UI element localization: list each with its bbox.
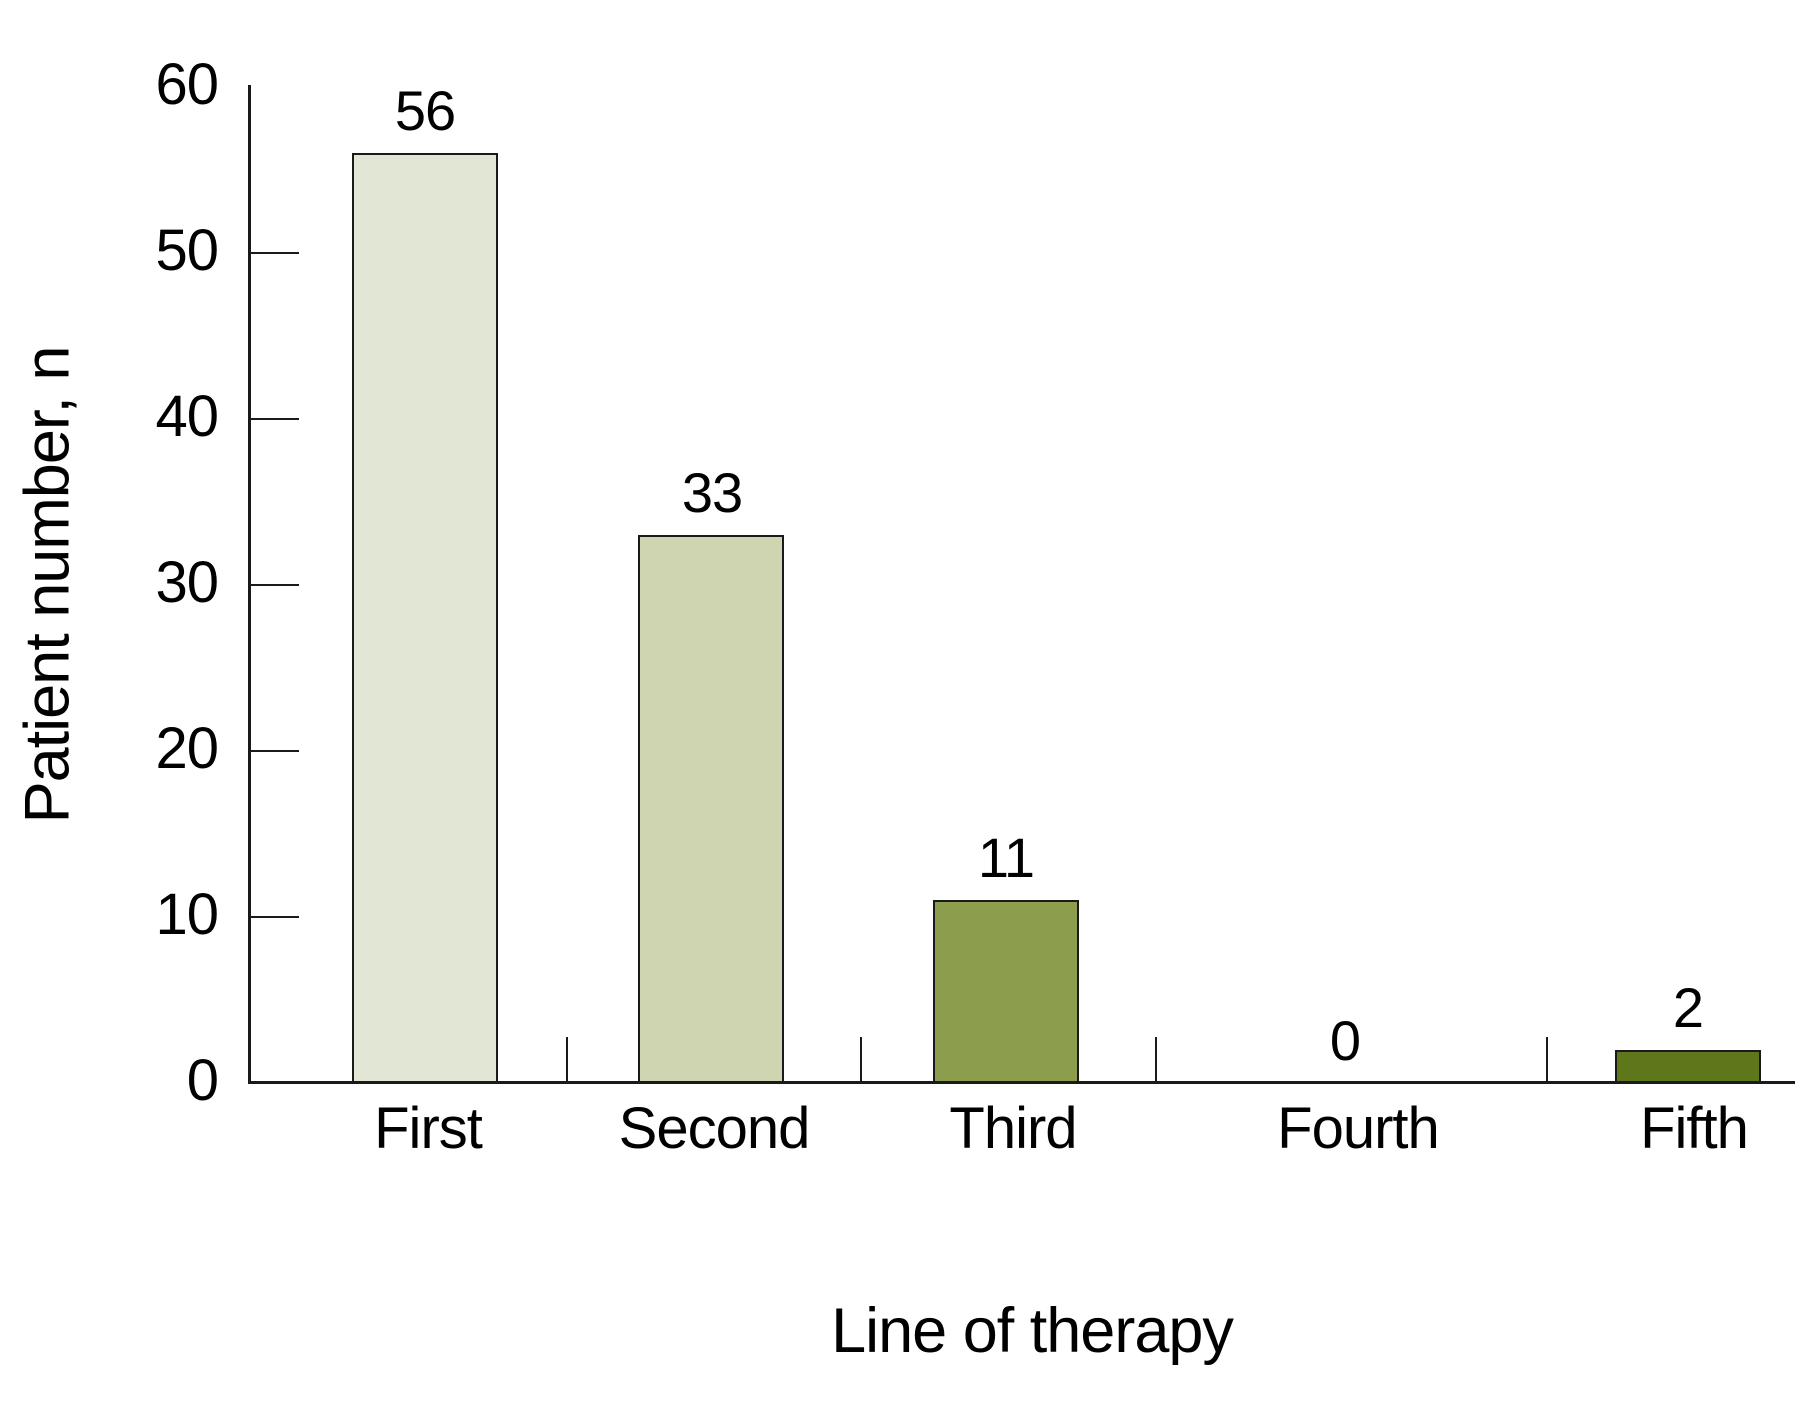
bar-second [638,535,784,1084]
category-label-first: First [374,1096,483,1161]
value-label-second: 33 [681,461,743,524]
x-tick [1546,1037,1548,1083]
y-tick-label-40: 40 [155,384,219,449]
bar-third [933,900,1079,1084]
value-label-fifth: 2 [1672,976,1704,1039]
x-axis-title: Line of therapy [831,1296,1234,1366]
y-tick-50 [251,252,299,254]
y-tick-30 [251,584,299,586]
y-tick-label-30: 30 [155,550,219,615]
x-tick [566,1037,568,1083]
y-tick-label-50: 50 [155,218,219,283]
x-axis-line [248,1081,1795,1084]
y-tick-label-20: 20 [155,716,219,781]
category-label-third: Third [949,1096,1077,1161]
y-tick-label-10: 10 [155,882,219,947]
bar-fifth [1615,1050,1761,1084]
category-label-fourth: Fourth [1277,1096,1440,1161]
category-label-second: Second [618,1096,811,1161]
y-tick-10 [251,916,299,918]
x-tick [860,1037,862,1083]
y-tick-40 [251,418,299,420]
y-tick-label-0: 0 [186,1048,219,1113]
value-label-third: 11 [977,826,1035,889]
category-label-fifth: Fifth [1640,1096,1749,1161]
value-label-fourth: 0 [1329,1009,1361,1072]
value-label-first: 56 [394,79,456,142]
y-axis-line [248,85,251,1084]
bar-first [352,153,498,1084]
x-tick [1155,1037,1157,1083]
y-tick-label-60: 60 [155,52,219,117]
y-tick-20 [251,750,299,752]
